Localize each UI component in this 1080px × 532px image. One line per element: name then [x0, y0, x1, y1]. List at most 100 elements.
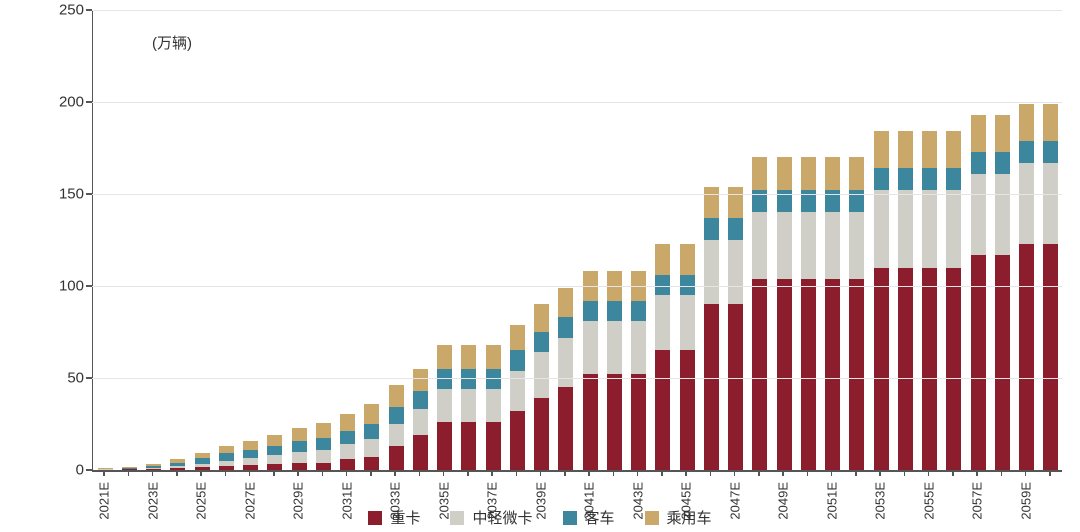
bar-group [874, 131, 889, 470]
bar-segment-heavy_truck [316, 463, 331, 470]
bar-segment-light_truck [510, 371, 525, 411]
x-tick-mark [467, 470, 469, 476]
y-tick-label: 150 [44, 186, 84, 203]
bar-segment-bus [534, 332, 549, 352]
legend-label: 重卡 [390, 507, 420, 528]
bar-segment-heavy_truck [704, 304, 719, 470]
bar-segment-light_truck [898, 190, 913, 267]
bar-segment-passenger [437, 345, 452, 369]
bar-segment-bus [510, 350, 525, 370]
bar-segment-passenger [1019, 104, 1034, 141]
bar-segment-light_truck [243, 458, 258, 465]
bar-segment-heavy_truck [922, 268, 937, 470]
x-tick-mark [103, 470, 105, 476]
y-tick-mark [86, 377, 92, 379]
bar-segment-light_truck [874, 190, 889, 267]
x-tick-mark [297, 470, 299, 476]
legend-label: 乘用车 [667, 507, 712, 528]
y-tick-mark [86, 469, 92, 471]
bar-group [583, 271, 598, 470]
y-tick-label: 0 [44, 462, 84, 479]
x-tick-mark [928, 470, 930, 476]
bar-segment-passenger [728, 187, 743, 218]
bar-group [534, 304, 549, 470]
bar-segment-heavy_truck [364, 457, 379, 470]
bar-segment-passenger [946, 131, 961, 168]
bar-segment-light_truck [583, 321, 598, 374]
bar-group [946, 131, 961, 470]
bar-segment-bus [704, 218, 719, 240]
bar-group [364, 404, 379, 470]
bar-segment-light_truck [364, 439, 379, 457]
bar-segment-light_truck [292, 452, 307, 463]
x-tick-mark [225, 470, 227, 476]
bar-group [825, 157, 840, 470]
x-tick-mark [613, 470, 615, 476]
x-tick-mark [710, 470, 712, 476]
bar-segment-bus [971, 152, 986, 174]
bar-segment-bus [558, 317, 573, 337]
bar-group [777, 157, 792, 470]
x-tick-mark [807, 470, 809, 476]
bar-segment-heavy_truck [534, 398, 549, 470]
y-tick-label: 250 [44, 2, 84, 19]
bar-segment-passenger [801, 157, 816, 190]
x-tick-mark [491, 470, 493, 476]
bar-segment-light_truck [607, 321, 622, 374]
bar-group [631, 271, 646, 470]
bar-segment-passenger [777, 157, 792, 190]
bar-segment-heavy_truck [874, 268, 889, 470]
bar-group [995, 115, 1010, 470]
x-tick-mark [1025, 470, 1027, 476]
x-tick-mark [734, 470, 736, 476]
x-tick-mark [540, 470, 542, 476]
x-tick-mark [904, 470, 906, 476]
bar-group [292, 428, 307, 470]
bar-group [971, 115, 986, 470]
bar-segment-light_truck [1019, 163, 1034, 244]
bar-segment-bus [995, 152, 1010, 174]
bar-segment-bus [219, 453, 234, 460]
bar-group [728, 187, 743, 470]
bar-group [195, 453, 210, 470]
bar-segment-passenger [898, 131, 913, 168]
bar-segment-heavy_truck [946, 268, 961, 470]
bar-segment-heavy_truck [849, 279, 864, 470]
plot-area [92, 10, 1062, 470]
bar-segment-heavy_truck [583, 374, 598, 470]
bar-segment-heavy_truck [898, 268, 913, 470]
bar-group [461, 345, 476, 470]
bar-segment-bus [874, 168, 889, 190]
bar-group [752, 157, 767, 470]
bar-segment-light_truck [534, 352, 549, 398]
bar-segment-heavy_truck [413, 435, 428, 470]
bar-group [437, 345, 452, 470]
bar-segment-passenger [752, 157, 767, 190]
bar-group [389, 385, 404, 470]
x-tick-mark [831, 470, 833, 476]
bar-segment-light_truck [946, 190, 961, 267]
bar-segment-heavy_truck [437, 422, 452, 470]
bar-group [267, 435, 282, 470]
x-tick-mark [516, 470, 518, 476]
x-tick-mark [128, 470, 130, 476]
y-tick-mark [86, 101, 92, 103]
bar-segment-bus [728, 218, 743, 240]
bar-segment-passenger [219, 446, 234, 453]
bar-segment-heavy_truck [825, 279, 840, 470]
legend-label: 中轻微卡 [472, 507, 532, 528]
bar-segment-light_truck [752, 212, 767, 278]
bar-segment-light_truck [437, 389, 452, 422]
legend-item-passenger: 乘用车 [645, 507, 712, 528]
gridline [92, 10, 1062, 11]
bar-segment-heavy_truck [1019, 244, 1034, 470]
bar-group [486, 345, 501, 470]
bar-group [680, 244, 695, 470]
bar-segment-passenger [340, 414, 355, 431]
bar-segment-light_truck [971, 174, 986, 255]
y-tick-label: 100 [44, 278, 84, 295]
bar-segment-passenger [655, 244, 670, 275]
bar-segment-passenger [389, 385, 404, 407]
bar-segment-passenger [316, 423, 331, 438]
bar-segment-light_truck [631, 321, 646, 374]
